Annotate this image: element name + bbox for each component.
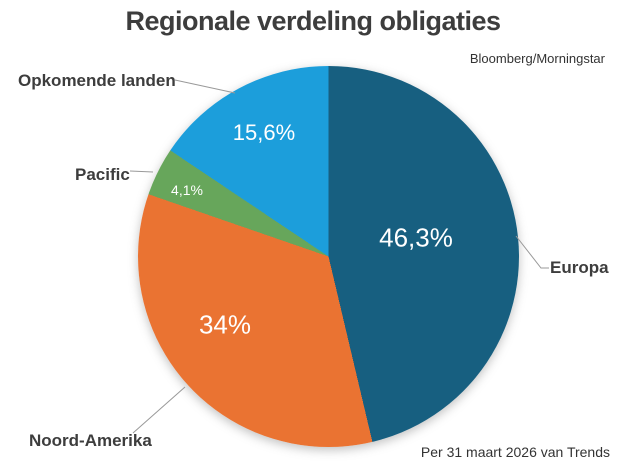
slice-value-opkomende-landen: 15,6% [232, 120, 296, 145]
slice-label-europa: Europa [550, 258, 609, 277]
slice-value-pacific: 4,1% [171, 182, 203, 198]
pie-chart [138, 66, 519, 447]
data-source-attribution: Bloomberg/Morningstar [469, 51, 605, 66]
chart-footnote: Per 31 maart 2026 van Trends [420, 444, 610, 460]
leader-line-pacific [129, 170, 154, 173]
slice-label-opkomende-landen: Opkomende landen [18, 71, 176, 90]
slice-label-pacific: Pacific [75, 165, 130, 184]
leader-line-opkomende-landen [174, 79, 236, 94]
slice-value-noord-amerika: 34% [198, 309, 252, 340]
leader-line-noord-amerika [132, 386, 186, 434]
slice-label-noord-amerika: Noord-Amerika [29, 431, 152, 450]
chart-title: Regionale verdeling obligaties [125, 6, 501, 36]
slice-value-europa: 46,3% [379, 222, 453, 253]
leader-line-europa [515, 235, 549, 269]
